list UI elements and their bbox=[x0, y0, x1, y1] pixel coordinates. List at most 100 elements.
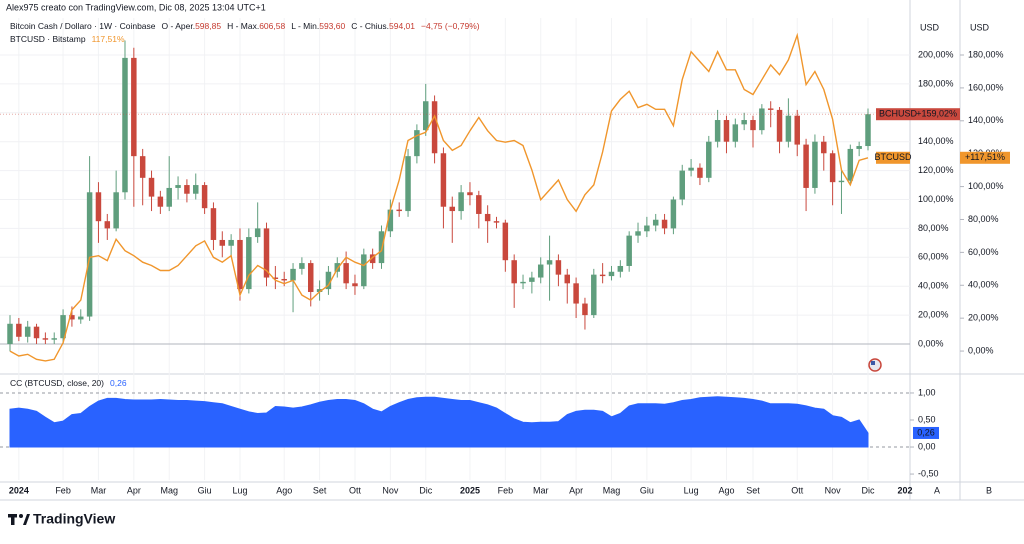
y2-tick-label: 20,00% bbox=[968, 313, 999, 323]
candle-body bbox=[467, 192, 473, 196]
x-tick-label: Nov bbox=[825, 485, 842, 495]
candle-body bbox=[493, 221, 500, 223]
candle-body bbox=[776, 109, 783, 142]
candle-body bbox=[148, 177, 155, 197]
candle-body bbox=[750, 120, 756, 131]
candle-body bbox=[794, 115, 800, 145]
value-tag bbox=[913, 426, 939, 439]
candle-body bbox=[599, 274, 606, 277]
ohlc-label: L - Min. bbox=[291, 21, 319, 31]
y-tick-label: 200,00% bbox=[918, 49, 954, 59]
axis-button[interactable]: B bbox=[986, 485, 992, 495]
plot: 2024 Feb Mar Apr Mag Giu Lug Ago Set Ott Nov Dic 202… bbox=[0, 18, 1010, 495]
compare-value: 117,51% bbox=[92, 34, 125, 44]
ohlc-label: H - Max. bbox=[227, 21, 259, 31]
candle-body bbox=[652, 219, 659, 226]
candle-body bbox=[688, 167, 694, 171]
candle-body bbox=[184, 185, 190, 194]
candle-body bbox=[104, 221, 111, 229]
symbol: Bitcoin Cash / Dollaro · 1W · Coinbase bbox=[10, 21, 156, 31]
y2-tick-label: 60,00% bbox=[968, 247, 999, 257]
value-tag-label: 0,26 bbox=[917, 427, 935, 437]
candle-body bbox=[281, 278, 287, 281]
axis-unit: USD bbox=[970, 22, 990, 32]
candle-body bbox=[626, 235, 632, 266]
indicator-title: CC (BTCUSD, close, 20) bbox=[10, 378, 104, 388]
candle-body bbox=[838, 180, 845, 183]
candle-body bbox=[361, 254, 367, 287]
compare-symbol: BTCUSD · Bitstamp bbox=[10, 34, 86, 44]
candle-body bbox=[829, 153, 836, 183]
x-tick-label: Lug bbox=[232, 485, 247, 495]
y-tick-label: 140,00% bbox=[918, 136, 954, 146]
candle-body bbox=[856, 146, 862, 149]
candle-body bbox=[219, 239, 226, 246]
candle-body bbox=[679, 170, 685, 200]
author-line: Alex975 creato con TradingView.com, Dic … bbox=[6, 2, 266, 12]
candle-body bbox=[520, 281, 526, 284]
y2-tick-label: 140,00% bbox=[968, 115, 1004, 125]
y2-tick-label: 80,00% bbox=[968, 214, 999, 224]
x-tick-label: Ott bbox=[349, 485, 362, 495]
candle-body bbox=[69, 315, 75, 320]
logo: TradingView bbox=[33, 511, 115, 527]
candle-body bbox=[139, 156, 146, 178]
candle-body bbox=[697, 167, 703, 178]
y-tick-label: 1,00 bbox=[918, 387, 936, 397]
candle-body bbox=[316, 289, 323, 292]
candle-body bbox=[86, 192, 93, 317]
candle-body bbox=[511, 260, 517, 284]
candle-body bbox=[564, 274, 570, 284]
x-tick-label: Mag bbox=[160, 485, 178, 495]
candle-body bbox=[644, 225, 650, 232]
candle-body bbox=[785, 115, 792, 142]
candle-body bbox=[821, 141, 827, 154]
candle-body bbox=[767, 108, 774, 110]
candle-body bbox=[157, 196, 164, 207]
candle-body bbox=[254, 228, 261, 238]
candle-body bbox=[166, 187, 172, 207]
candle-body bbox=[193, 185, 199, 194]
y-tick-label: 100,00% bbox=[918, 194, 954, 204]
y-tick-label: 120,00% bbox=[918, 165, 954, 175]
x-tick-label: Ott bbox=[791, 485, 804, 495]
candle-body bbox=[732, 124, 739, 142]
x-tick-label: Mag bbox=[603, 485, 621, 495]
ohlc-label: C - Chius. bbox=[351, 21, 389, 31]
value-tag-label: +159,02% bbox=[916, 109, 957, 119]
candle-body bbox=[476, 195, 482, 214]
candle-body bbox=[405, 156, 411, 212]
ohlc-value: 594,01 bbox=[389, 21, 415, 31]
candle-body bbox=[591, 274, 597, 316]
y-tick-label: 0,00% bbox=[918, 338, 944, 348]
candle-body bbox=[714, 120, 721, 142]
candle-body bbox=[484, 213, 491, 222]
candle-body bbox=[440, 153, 447, 207]
candle-body bbox=[573, 283, 579, 304]
x-tick-label: Feb bbox=[498, 485, 514, 495]
y2-tick-label: 100,00% bbox=[968, 181, 1004, 191]
x-tick-label: Apr bbox=[127, 485, 141, 495]
candle-body bbox=[228, 239, 234, 246]
candle-body bbox=[706, 141, 712, 178]
x-tick-label: 2024 bbox=[9, 485, 29, 495]
ohlc-value: 598,85 bbox=[195, 21, 221, 31]
candle-body bbox=[263, 228, 270, 278]
candle-body bbox=[308, 263, 314, 292]
x-tick-label: 202 bbox=[897, 485, 912, 495]
axis-button[interactable]: A bbox=[934, 485, 940, 495]
candle-body bbox=[458, 192, 464, 212]
candle-body bbox=[449, 206, 456, 212]
candle-body bbox=[546, 260, 553, 265]
y-tick-label: 0,50 bbox=[918, 414, 936, 424]
candle-body bbox=[95, 192, 102, 222]
candle-body bbox=[847, 148, 854, 181]
value-tag bbox=[960, 151, 1010, 164]
x-tick-label: Apr bbox=[569, 485, 583, 495]
candle-body bbox=[290, 268, 296, 281]
x-tick-label: Set bbox=[746, 485, 760, 495]
candle-body bbox=[608, 271, 615, 277]
candle-body bbox=[759, 108, 765, 131]
candle-body bbox=[299, 263, 305, 269]
